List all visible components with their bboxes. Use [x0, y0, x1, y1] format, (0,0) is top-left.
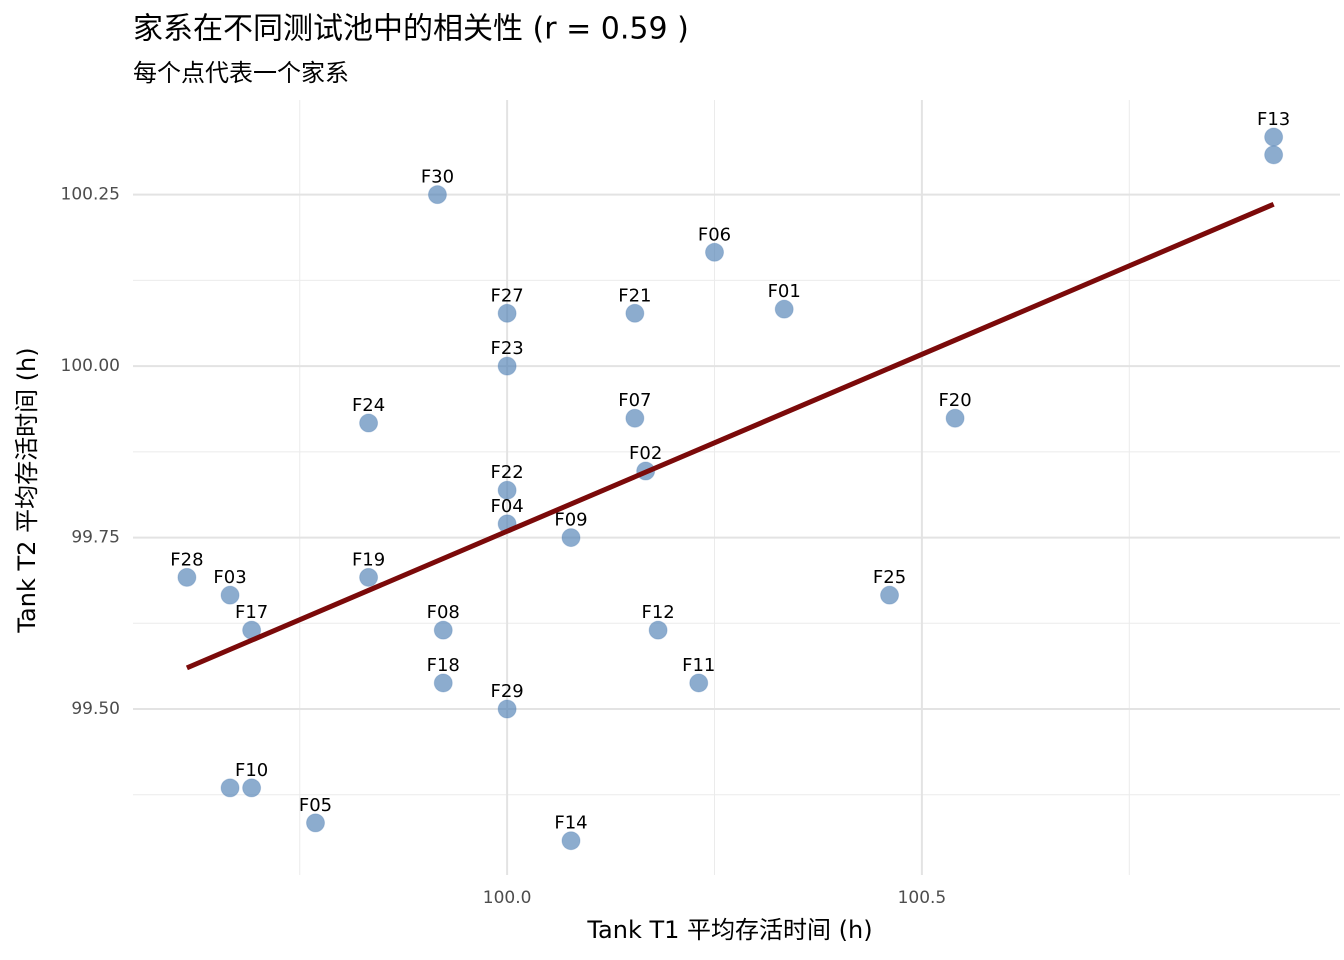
point	[220, 585, 240, 605]
y-tick-label: 100.00	[61, 356, 120, 376]
point-label: F08	[427, 602, 460, 623]
point	[497, 480, 517, 500]
point	[1264, 127, 1284, 147]
point-label: F10	[235, 760, 268, 781]
point-label: F30	[421, 167, 454, 188]
point	[306, 813, 326, 833]
point	[497, 356, 517, 376]
point-label: F18	[427, 655, 460, 676]
x-tick-label: 100.5	[898, 888, 947, 908]
fit-line	[185, 201, 1275, 671]
point-label: F09	[554, 510, 587, 531]
point-label: F07	[618, 390, 651, 411]
point	[497, 699, 517, 719]
point	[433, 673, 453, 693]
point-label: F17	[235, 602, 268, 623]
point-label: F24	[352, 395, 385, 416]
point-label: F27	[490, 285, 523, 306]
point	[177, 567, 197, 587]
point-label: F05	[299, 795, 332, 816]
point	[648, 620, 668, 640]
point-label: F28	[170, 549, 203, 570]
y-axis-label: Tank T2 平均存活时间 (h)	[13, 347, 41, 633]
point-label: F22	[490, 462, 523, 483]
y-tick-label: 99.50	[71, 699, 120, 719]
point	[705, 242, 725, 262]
y-tick-label: 100.25	[61, 185, 120, 205]
point-label: F12	[641, 602, 674, 623]
point-label: F04	[490, 496, 523, 517]
point-label: F01	[768, 281, 801, 302]
chart-subtitle: 每个点代表一个家系	[133, 59, 349, 87]
point-label: F02	[629, 443, 662, 464]
point	[561, 528, 581, 548]
point	[689, 673, 709, 693]
point-label: F19	[352, 549, 385, 570]
point	[625, 303, 645, 323]
y-tick-label: 99.75	[71, 528, 120, 548]
point-label: F29	[490, 681, 523, 702]
point	[774, 299, 794, 319]
chart-title: 家系在不同测试池中的相关性 (r = 0.59 )	[133, 12, 689, 47]
point	[427, 185, 447, 205]
point-label: F13	[1257, 109, 1290, 130]
point-label: F03	[213, 567, 246, 588]
point-label: F06	[698, 224, 731, 245]
x-axis-label: Tank T1 平均存活时间 (h)	[586, 916, 872, 944]
point-label: F21	[618, 285, 651, 306]
point	[945, 408, 965, 428]
point	[1264, 145, 1284, 165]
point	[625, 408, 645, 428]
point	[561, 831, 581, 851]
point-label: F25	[873, 567, 906, 588]
x-tick-label: 100.0	[483, 888, 532, 908]
point	[359, 567, 379, 587]
point	[242, 778, 262, 798]
point	[220, 778, 240, 798]
point-label: F14	[554, 813, 587, 834]
point-label: F11	[682, 655, 715, 676]
point-label: F23	[490, 338, 523, 359]
point	[359, 413, 379, 433]
point	[880, 585, 900, 605]
point	[433, 620, 453, 640]
point	[497, 303, 517, 323]
point-label: F20	[938, 390, 971, 411]
